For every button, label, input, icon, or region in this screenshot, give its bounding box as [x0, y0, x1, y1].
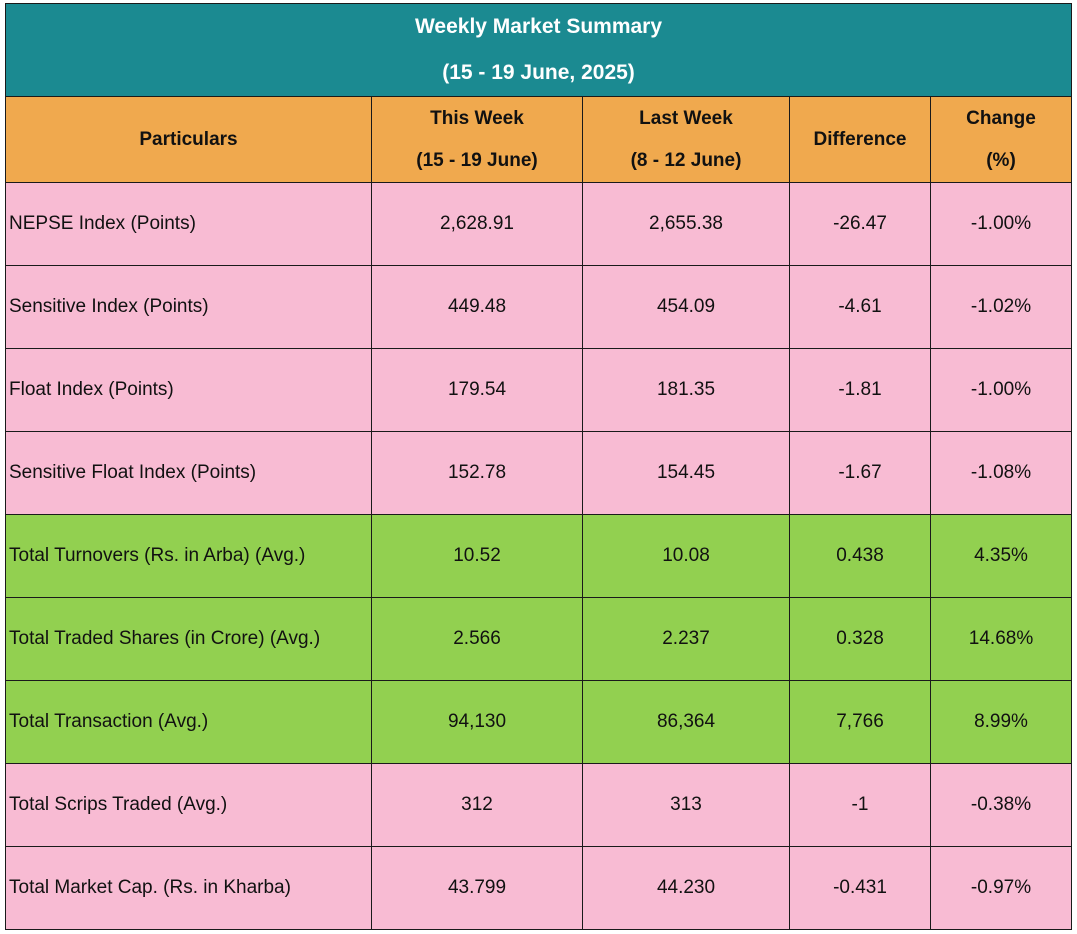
title-row: Weekly Market Summary (15 - 19 June, 202… [4, 3, 1073, 97]
change-value: -1.00% [929, 182, 1073, 266]
last-week-value: 10.08 [582, 514, 790, 598]
this-week-value: 43.799 [371, 846, 583, 930]
change-value: -0.97% [929, 846, 1073, 930]
last-week-value: 181.35 [582, 348, 790, 432]
row-label: Float Index (Points) [5, 348, 372, 432]
table-row: NEPSE Index (Points) 2,628.91 2,655.38 -26.… [5, 182, 1073, 266]
row-label: NEPSE Index (Points) [5, 182, 372, 266]
difference-value: 7,766 [789, 680, 931, 764]
difference-value: -1.67 [789, 431, 931, 515]
row-label: Total Market Cap. (Rs. in Kharba) [5, 846, 372, 930]
row-label: Sensitive Float Index (Points) [5, 431, 372, 515]
header-this-week: This Week (15 - 19 June) [371, 96, 583, 183]
difference-value: -0.431 [789, 846, 931, 930]
difference-value: 0.328 [789, 597, 931, 681]
table-row: Total Traded Shares (in Crore) (Avg.) 2.5… [5, 597, 1073, 681]
table-row: Total Market Cap. (Rs. in Kharba) 43.799 4… [5, 846, 1073, 930]
last-week-value: 313 [582, 763, 790, 847]
title-line-1: Weekly Market Summary [414, 15, 663, 38]
row-label: Sensitive Index (Points) [5, 265, 372, 349]
table-row: Float Index (Points) 179.54 181.35 -1.81 -1.… [5, 348, 1073, 432]
change-value: 8.99% [929, 680, 1073, 764]
this-week-value: 94,130 [371, 680, 583, 764]
this-week-value: 152.78 [371, 431, 583, 515]
last-week-value: 2,655.38 [582, 182, 790, 266]
table-row: Sensitive Index (Points) 449.48 454.09 -4.6… [5, 265, 1073, 349]
header-row: Particulars This Week (15 - 19 June) Las… [5, 96, 1073, 183]
this-week-value: 312 [371, 763, 583, 847]
row-label: Total Traded Shares (in Crore) (Avg.) [5, 597, 372, 681]
this-week-value: 10.52 [371, 514, 583, 598]
difference-value: 0.438 [789, 514, 931, 598]
last-week-value: 154.45 [582, 431, 790, 515]
last-week-value: 454.09 [582, 265, 790, 349]
summary-table: Weekly Market Summary (15 - 19 June, 202… [4, 3, 1073, 930]
table-row: Total Turnovers (Rs. in Arba) (Avg.) 10.5… [5, 514, 1073, 598]
weekly-market-summary: Weekly Market Summary (15 - 19 June, 202… [4, 3, 1073, 930]
change-value: 14.68% [929, 597, 1073, 681]
change-value: -0.38% [929, 763, 1073, 847]
difference-value: -1.81 [789, 348, 931, 432]
change-value: 4.35% [929, 514, 1073, 598]
header-difference: Difference [789, 96, 931, 183]
table-row: Total Scrips Traded (Avg.) 312 313 -1 -0.38% [5, 763, 1073, 847]
title-line-2: (15 - 19 June, 2025) [442, 61, 635, 84]
change-value: -1.00% [929, 348, 1073, 432]
header-change: Change (%) [929, 96, 1073, 183]
row-label: Total Transaction (Avg.) [5, 680, 372, 764]
header-particulars: Particulars [5, 96, 372, 183]
table-row: Total Transaction (Avg.) 94,130 86,364 7,76… [5, 680, 1073, 764]
this-week-value: 2.566 [371, 597, 583, 681]
last-week-value: 2.237 [582, 597, 790, 681]
this-week-value: 179.54 [371, 348, 583, 432]
last-week-value: 44.230 [582, 846, 790, 930]
table-title: Weekly Market Summary (15 - 19 June, 202… [4, 3, 1073, 97]
row-label: Total Turnovers (Rs. in Arba) (Avg.) [5, 514, 372, 598]
last-week-value: 86,364 [582, 680, 790, 764]
table-body: NEPSE Index (Points) 2,628.91 2,655.38 -26.… [5, 182, 1073, 930]
change-value: -1.02% [929, 265, 1073, 349]
row-label: Total Scrips Traded (Avg.) [5, 763, 372, 847]
this-week-value: 449.48 [371, 265, 583, 349]
difference-value: -26.47 [789, 182, 931, 266]
difference-value: -1 [789, 763, 931, 847]
header-last-week: Last Week (8 - 12 June) [582, 96, 790, 183]
table-row: Sensitive Float Index (Points) 152.78 154.… [5, 431, 1073, 515]
difference-value: -4.61 [789, 265, 931, 349]
change-value: -1.08% [929, 431, 1073, 515]
this-week-value: 2,628.91 [371, 182, 583, 266]
